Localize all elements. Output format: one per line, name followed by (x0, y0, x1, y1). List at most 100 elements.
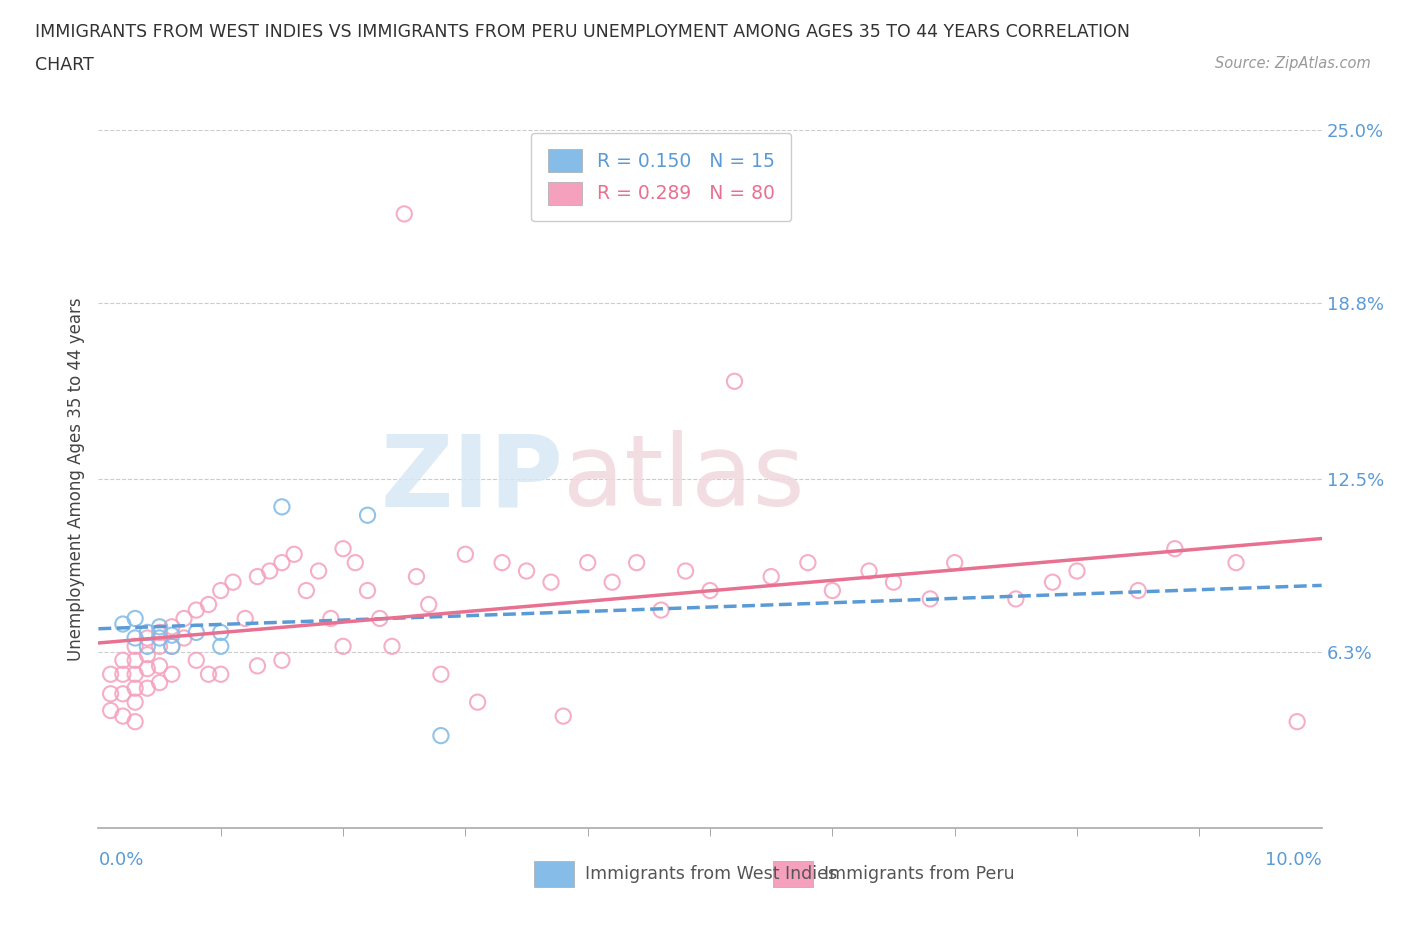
Text: Immigrants from Peru: Immigrants from Peru (824, 865, 1015, 884)
Point (319, 611, 342, 626)
Point (149, 631, 172, 645)
Point (100, 667, 122, 682)
Point (283, 547, 305, 562)
Point (111, 653, 134, 668)
Point (160, 619, 183, 634)
Point (149, 658, 172, 673)
Point (233, 611, 256, 626)
Point (246, 658, 269, 673)
Point (136, 625, 159, 640)
Point (222, 575, 245, 590)
Point (197, 667, 219, 682)
Point (124, 681, 146, 696)
Point (160, 667, 183, 682)
Point (797, 555, 820, 570)
Text: Immigrants from West Indies: Immigrants from West Indies (585, 865, 837, 884)
Point (295, 583, 318, 598)
Point (124, 631, 146, 645)
Point (209, 583, 232, 598)
Point (173, 631, 195, 645)
Point (111, 667, 134, 682)
Point (246, 569, 269, 584)
Text: 10.0%: 10.0% (1265, 851, 1322, 870)
Y-axis label: Unemployment Among Ages 35 to 44 years: Unemployment Among Ages 35 to 44 years (66, 298, 84, 660)
Point (1042, 575, 1064, 590)
Point (160, 639, 183, 654)
Legend: R = 0.150   N = 15, R = 0.289   N = 80: R = 0.150 N = 15, R = 0.289 N = 80 (531, 133, 792, 221)
Point (356, 508, 378, 523)
Text: ZIP: ZIP (381, 431, 564, 527)
Point (553, 709, 575, 724)
Point (626, 555, 648, 570)
Point (259, 564, 281, 578)
Point (124, 667, 146, 682)
Point (124, 695, 146, 710)
Point (186, 653, 208, 668)
Point (209, 667, 232, 682)
Point (1164, 541, 1187, 556)
Point (368, 611, 391, 626)
Point (356, 583, 378, 598)
Point (149, 639, 172, 654)
Point (1286, 714, 1309, 729)
Point (344, 555, 367, 570)
Point (270, 653, 292, 668)
Point (136, 661, 159, 676)
Point (149, 619, 172, 634)
Point (883, 575, 905, 590)
Point (149, 675, 172, 690)
Point (270, 499, 292, 514)
Point (149, 625, 172, 640)
Point (418, 597, 440, 612)
Point (124, 653, 146, 668)
Point (723, 374, 745, 389)
Point (197, 597, 219, 612)
Point (759, 569, 782, 584)
Point (160, 639, 183, 654)
Point (100, 686, 122, 701)
Point (270, 555, 292, 570)
Point (600, 575, 623, 590)
Point (920, 591, 942, 606)
Point (516, 564, 538, 578)
Point (943, 555, 966, 570)
Point (467, 695, 489, 710)
Point (332, 541, 354, 556)
Point (124, 639, 146, 654)
Point (124, 714, 146, 729)
Point (1225, 555, 1247, 570)
Point (430, 728, 453, 743)
Point (209, 639, 232, 654)
Point (540, 575, 562, 590)
Point (392, 206, 416, 221)
Point (308, 564, 330, 578)
Point (381, 639, 404, 654)
Text: IMMIGRANTS FROM WEST INDIES VS IMMIGRANTS FROM PERU UNEMPLOYMENT AMONG AGES 35 T: IMMIGRANTS FROM WEST INDIES VS IMMIGRANT… (35, 23, 1130, 41)
Point (430, 667, 453, 682)
Point (332, 639, 354, 654)
Point (111, 617, 134, 631)
Text: atlas: atlas (564, 431, 804, 527)
Point (650, 603, 672, 618)
Point (186, 603, 208, 618)
Point (186, 625, 208, 640)
Point (136, 631, 159, 645)
Point (491, 555, 513, 570)
Point (699, 583, 721, 598)
Point (100, 703, 122, 718)
Text: CHART: CHART (35, 56, 94, 73)
Point (405, 569, 427, 584)
Point (111, 709, 134, 724)
Point (160, 628, 183, 643)
Point (173, 611, 195, 626)
Point (1004, 591, 1026, 606)
Point (1066, 564, 1088, 578)
Point (136, 647, 159, 662)
Point (124, 611, 146, 626)
Point (209, 625, 232, 640)
Point (454, 547, 477, 562)
Text: 0.0%: 0.0% (98, 851, 143, 870)
Point (1128, 583, 1150, 598)
Point (111, 686, 134, 701)
Point (675, 564, 697, 578)
